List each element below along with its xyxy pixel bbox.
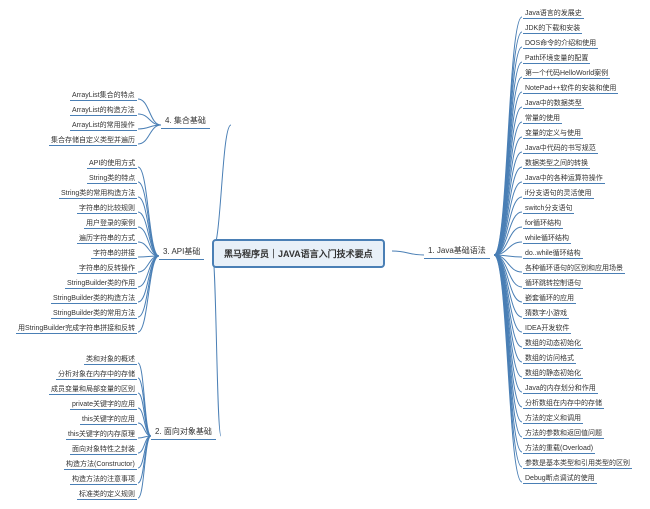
leaf: ArrayList的常用操作 bbox=[72, 122, 135, 130]
leaf: 标准类的定义规则 bbox=[79, 491, 135, 499]
leaf: 第一个代码HelloWorld案例 bbox=[525, 70, 608, 78]
leaf: Java中的各种运算符操作 bbox=[525, 175, 603, 183]
leaf: 循环跳转控制语句 bbox=[525, 280, 581, 288]
leaf: Debug断点调试的使用 bbox=[525, 475, 595, 483]
leaf: Java语言的发展史 bbox=[525, 10, 582, 18]
leaf: Java的内存划分和作用 bbox=[525, 385, 596, 393]
leaf: private关键字的应用 bbox=[72, 401, 135, 409]
leaf: 面向对象特性之封装 bbox=[72, 446, 135, 454]
leaf: switch分支语句 bbox=[525, 205, 572, 213]
branch-b1[interactable]: 1. Java基础语法 bbox=[428, 243, 486, 258]
leaf: ArrayList集合的特点 bbox=[72, 92, 135, 100]
leaf: 数组的动态初始化 bbox=[525, 340, 581, 348]
leaf: StringBuilder类的作用 bbox=[67, 280, 135, 288]
leaf: 类和对象的概述 bbox=[86, 356, 135, 364]
leaf: while循环结构 bbox=[525, 235, 569, 243]
branch-b2[interactable]: 2. 面向对象基础 bbox=[155, 424, 212, 439]
leaf: 分析对象在内存中的存储 bbox=[58, 371, 135, 379]
leaf: 用StringBuilder完成字符串拼接和反转 bbox=[18, 325, 135, 333]
leaf: Path环境变量的配置 bbox=[525, 55, 588, 63]
leaf: 构造方法的注意事项 bbox=[72, 476, 135, 484]
leaf: 构造方法(Constructor) bbox=[66, 461, 135, 469]
leaf: DOS命令的介绍和使用 bbox=[525, 40, 596, 48]
leaf: NotePad++软件的安装和使用 bbox=[525, 85, 616, 93]
leaf: do..while循环结构 bbox=[525, 250, 581, 258]
leaf: 字符串的比较规则 bbox=[79, 205, 135, 213]
leaf: 字符串的拼接 bbox=[93, 250, 135, 258]
leaf: 猜数字小游戏 bbox=[525, 310, 567, 318]
leaf: 数据类型之间的转换 bbox=[525, 160, 588, 168]
branch-b3[interactable]: 3. API基础 bbox=[163, 244, 200, 259]
leaf: JDK的下载和安装 bbox=[525, 25, 580, 33]
leaf: 常量的使用 bbox=[525, 115, 560, 123]
leaf: this关键字的应用 bbox=[82, 416, 135, 424]
leaf: Java中代码的书写规范 bbox=[525, 145, 596, 153]
root-node[interactable]: 黑马程序员｜JAVA语言入门技术要点 bbox=[212, 239, 385, 268]
leaf: 方法的定义和调用 bbox=[525, 415, 581, 423]
leaf: IDEA开发软件 bbox=[525, 325, 569, 333]
leaf: for循环结构 bbox=[525, 220, 561, 228]
leaf: 参数是基本类型和引用类型的区别 bbox=[525, 460, 630, 468]
leaf: 用户登录的案例 bbox=[86, 220, 135, 228]
leaf: String类的特点 bbox=[89, 175, 135, 183]
leaf: 方法的参数和返回值问题 bbox=[525, 430, 602, 438]
leaf: 嵌套循环的应用 bbox=[525, 295, 574, 303]
leaf: Java中的数据类型 bbox=[525, 100, 582, 108]
leaf: 数组的访问格式 bbox=[525, 355, 574, 363]
leaf: 数组的静态初始化 bbox=[525, 370, 581, 378]
leaf: StringBuilder类的构造方法 bbox=[53, 295, 135, 303]
leaf: StringBuilder类的常用方法 bbox=[53, 310, 135, 318]
branch-b4[interactable]: 4. 集合基础 bbox=[165, 113, 206, 128]
leaf: 集合存储自定义类型并遍历 bbox=[51, 137, 135, 145]
leaf: 分析数组在内存中的存储 bbox=[525, 400, 602, 408]
leaf: 方法的重载(Overload) bbox=[525, 445, 593, 453]
leaf: 变量的定义与使用 bbox=[525, 130, 581, 138]
leaf: 字符串的反转操作 bbox=[79, 265, 135, 273]
leaf: if分支语句的灵活使用 bbox=[525, 190, 592, 198]
leaf: 遍历字符串的方式 bbox=[79, 235, 135, 243]
leaf: 各种循环语句的区别和应用场景 bbox=[525, 265, 623, 273]
leaf: API的使用方式 bbox=[89, 160, 135, 168]
leaf: 成员变量和局部变量的区别 bbox=[51, 386, 135, 394]
leaf: this关键字的内存原理 bbox=[68, 431, 135, 439]
leaf: String类的常用构造方法 bbox=[61, 190, 135, 198]
leaf: ArrayList的构造方法 bbox=[72, 107, 135, 115]
